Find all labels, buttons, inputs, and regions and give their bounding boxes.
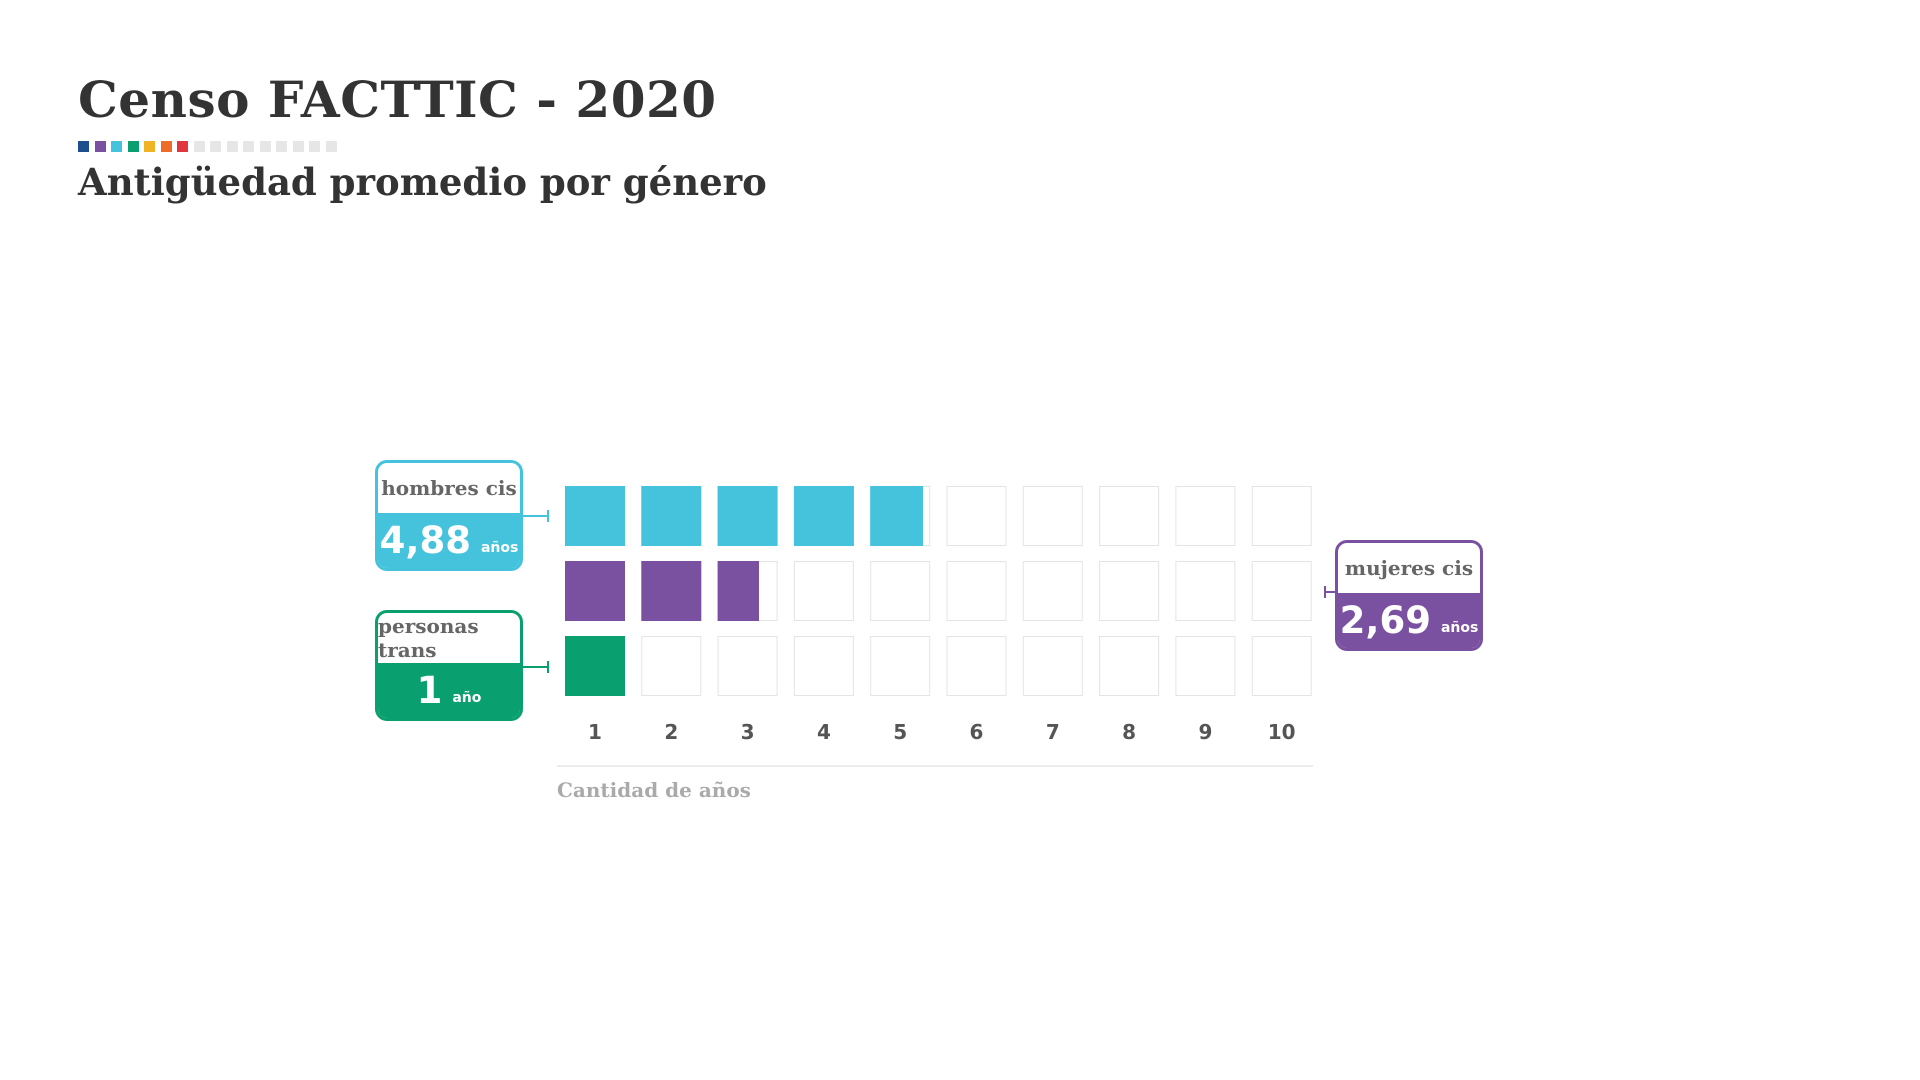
bar-segment-hombres-cis xyxy=(565,486,625,546)
grid-cell xyxy=(946,636,1007,696)
grid-cell xyxy=(793,636,854,696)
series-value-number: 2,69 xyxy=(1339,599,1431,642)
label-connector-hombres-cis xyxy=(523,510,549,522)
label-box-personas-trans: personas trans 1 año xyxy=(375,610,523,721)
series-value: 2,69 años xyxy=(1338,593,1480,648)
x-axis-title: Cantidad de años xyxy=(557,778,751,802)
grid-cell xyxy=(946,561,1007,621)
grid-cell xyxy=(641,636,702,696)
x-tick-label: 8 xyxy=(1122,720,1136,744)
bar-segment-mujeres-cis xyxy=(641,561,702,621)
color-swatch xyxy=(226,141,238,152)
color-swatch xyxy=(94,141,106,152)
color-swatch xyxy=(144,141,155,152)
color-swatch xyxy=(243,141,254,152)
series-value: 4,88 años xyxy=(378,513,520,568)
bar-segment-hombres-cis xyxy=(793,486,854,546)
x-tick-label: 6 xyxy=(970,720,984,744)
color-swatch xyxy=(111,141,122,152)
grid-cell xyxy=(1022,486,1083,546)
series-value-unit: años xyxy=(1440,619,1479,636)
label-box-hombres-cis: hombres cis 4,88 años xyxy=(375,460,523,571)
series-value-number: 1 xyxy=(416,669,443,712)
grid-cell xyxy=(1175,561,1236,621)
grid-cell xyxy=(1175,486,1236,546)
color-swatch xyxy=(193,141,205,152)
color-swatch xyxy=(309,141,320,152)
grid-cell xyxy=(1099,636,1160,696)
label-connector-mujeres-cis xyxy=(1324,586,1335,598)
color-swatch xyxy=(259,141,271,152)
x-tick-label: 1 xyxy=(588,720,602,744)
x-tick-label: 9 xyxy=(1198,720,1212,744)
grid-cell xyxy=(1251,636,1312,696)
series-value: 1 año xyxy=(378,663,520,718)
bar-segment-personas-trans xyxy=(565,636,625,696)
color-swatch-strip xyxy=(78,141,337,152)
page-subtitle: Antigüedad promedio por género xyxy=(78,160,767,204)
grid-cell xyxy=(1099,561,1160,621)
grid-cell xyxy=(946,486,1007,546)
series-value-number: 4,88 xyxy=(379,519,471,562)
series-name: hombres cis xyxy=(381,476,517,500)
grid-cell xyxy=(870,636,931,696)
color-swatch xyxy=(276,141,287,152)
bar-segment-hombres-cis xyxy=(717,486,778,546)
page-title: Censo FACTTIC - 2020 xyxy=(78,70,717,129)
series-value-unit: años xyxy=(480,539,519,556)
bar-segment-hombres-cis xyxy=(641,486,702,546)
series-name: personas trans xyxy=(378,614,479,662)
x-tick-label: 5 xyxy=(893,720,907,744)
color-swatch xyxy=(177,141,188,152)
color-swatch xyxy=(78,141,89,152)
bar-segment-mujeres-cis xyxy=(717,561,759,621)
grid-cell xyxy=(1022,636,1083,696)
x-tick-label: 7 xyxy=(1046,720,1060,744)
grid-cell xyxy=(1251,561,1312,621)
grid-cell xyxy=(1022,561,1083,621)
x-tick-label: 4 xyxy=(817,720,831,744)
color-swatch xyxy=(160,141,172,152)
x-tick-label: 10 xyxy=(1268,720,1296,744)
x-tick-label: 3 xyxy=(741,720,755,744)
bar-segment-mujeres-cis xyxy=(565,561,625,621)
color-swatch xyxy=(292,141,304,152)
series-name: mujeres cis xyxy=(1344,556,1474,580)
grid-cell xyxy=(870,561,931,621)
color-swatch xyxy=(325,141,337,152)
color-swatch xyxy=(210,141,221,152)
series-value-unit: año xyxy=(452,689,482,706)
grid-cell xyxy=(1175,636,1236,696)
grid-cell xyxy=(1251,486,1312,546)
x-tick-label: 2 xyxy=(664,720,678,744)
grid-cell xyxy=(793,561,854,621)
label-connector-personas-trans xyxy=(523,661,549,673)
label-box-mujeres-cis: mujeres cis 2,69 años xyxy=(1335,540,1483,651)
grid-cell xyxy=(1099,486,1160,546)
grid-cell xyxy=(717,636,778,696)
bar-segment-hombres-cis xyxy=(870,486,923,546)
color-swatch xyxy=(127,141,139,152)
